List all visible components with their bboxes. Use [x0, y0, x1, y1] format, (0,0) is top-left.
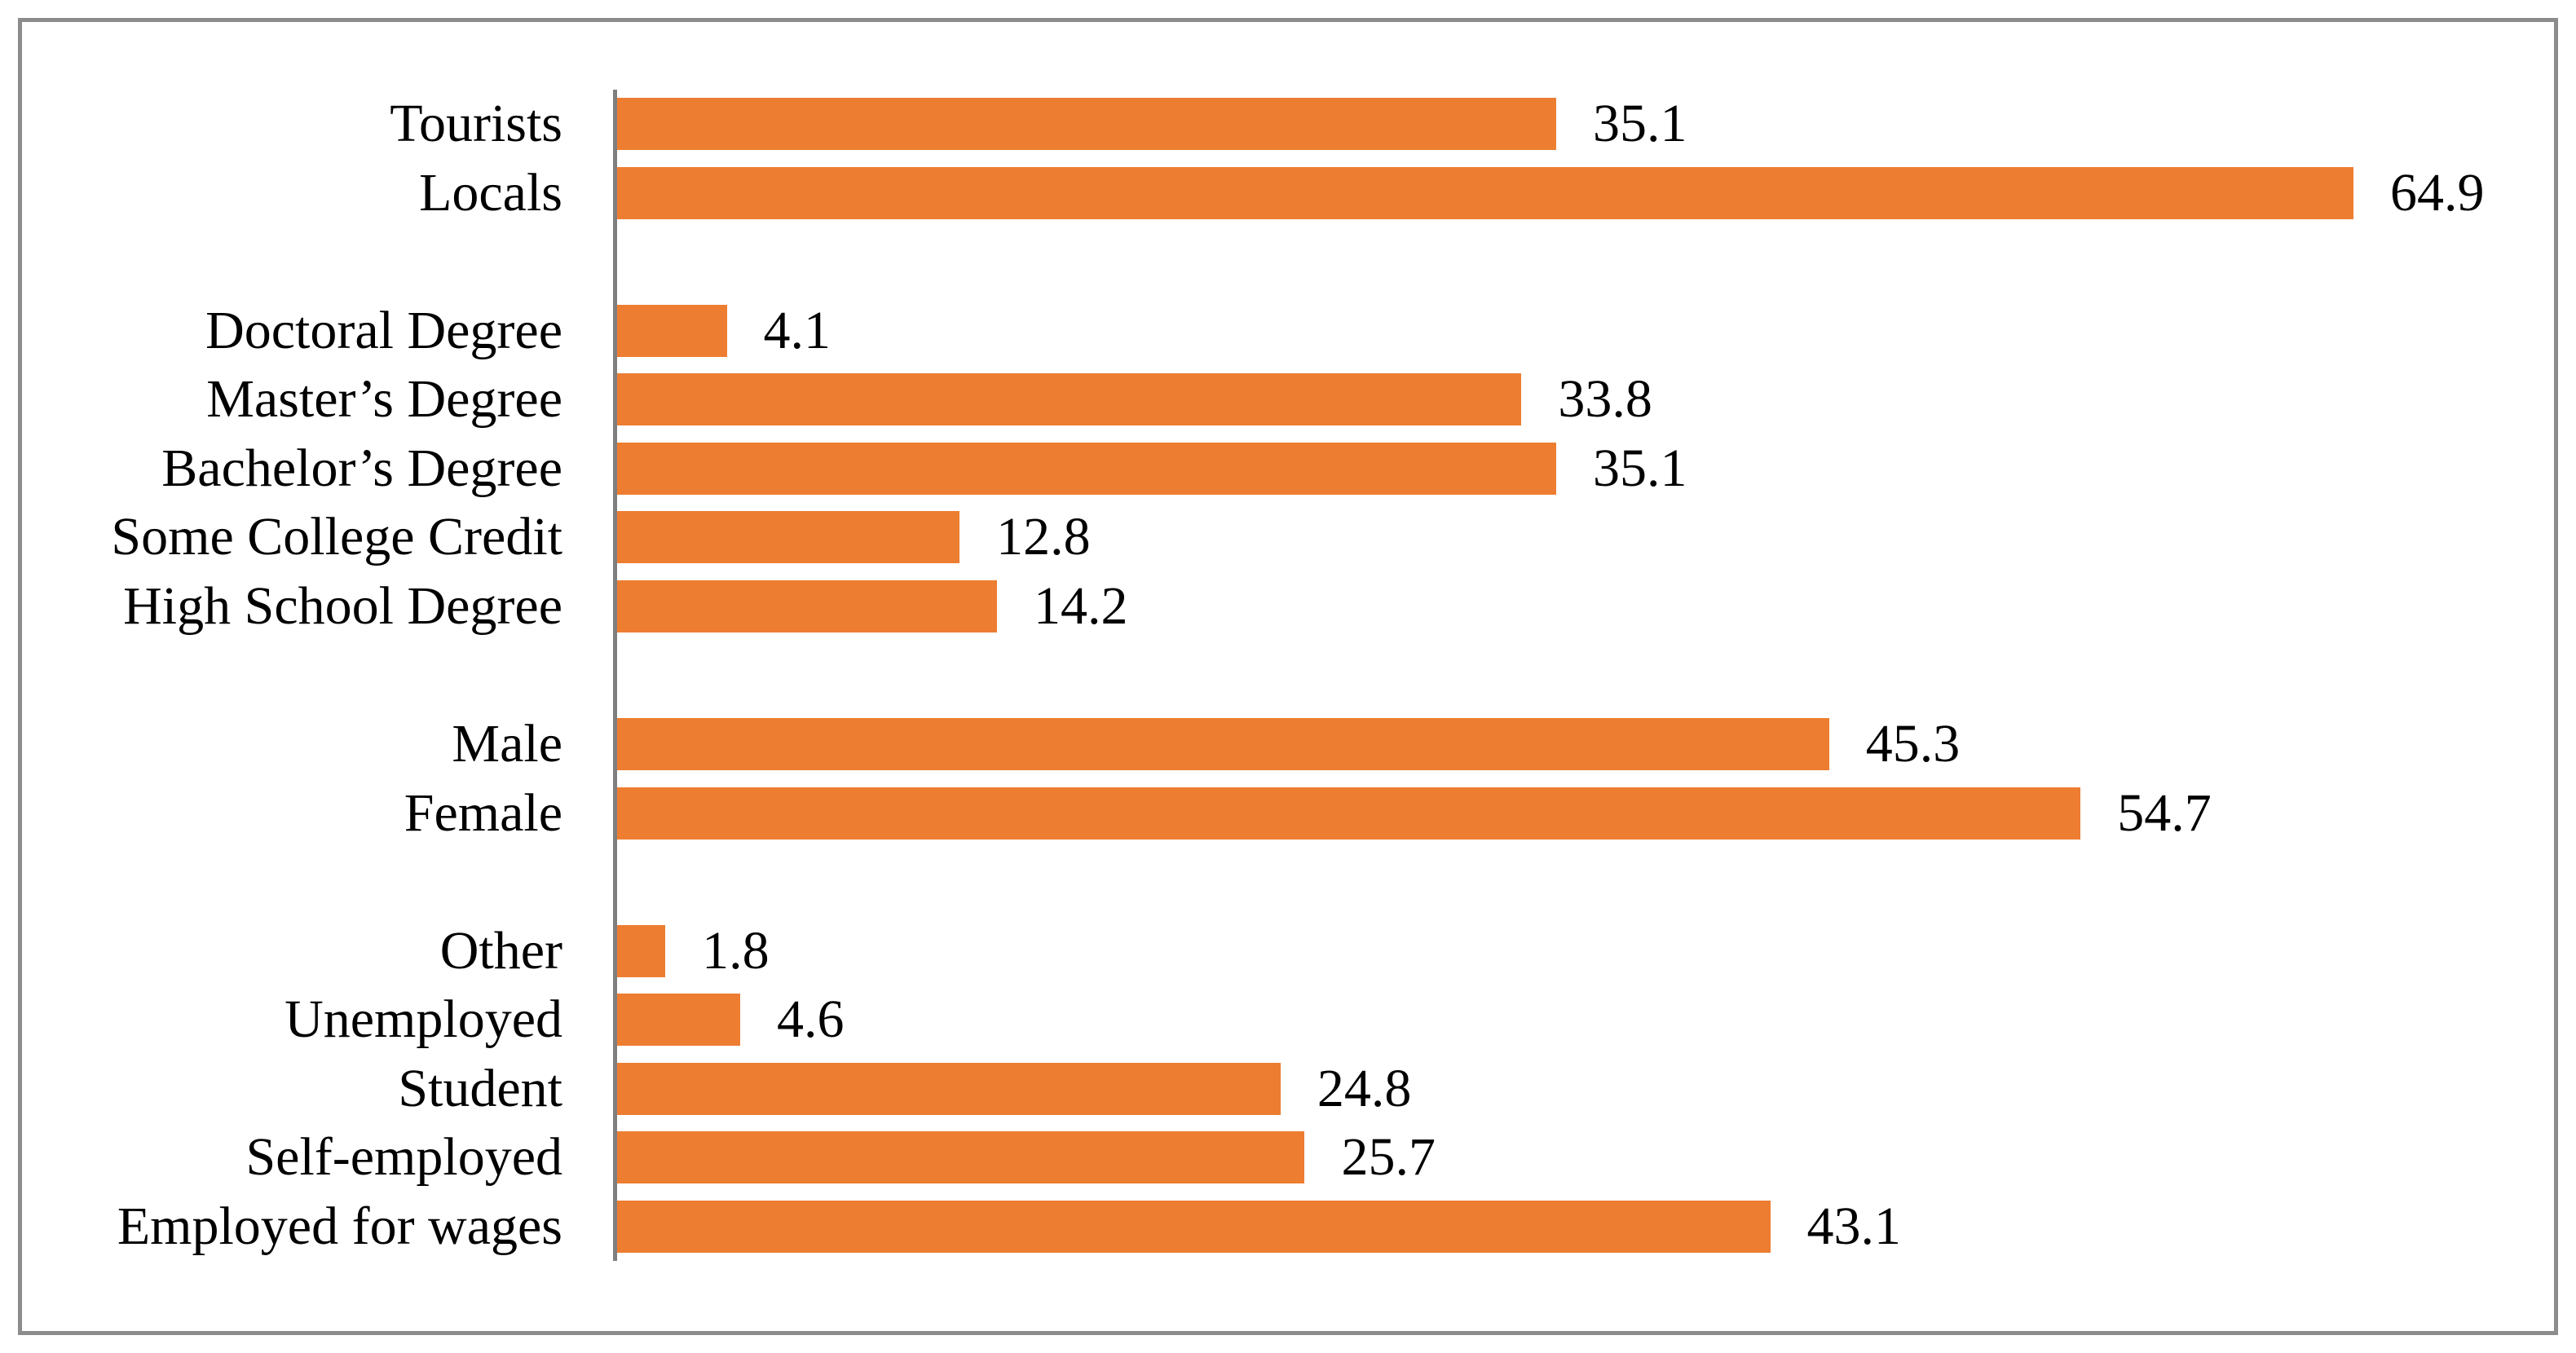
value-label: 35.1 — [1592, 94, 1687, 154]
category-label: Master’s Degree — [206, 369, 562, 430]
bar-area: 64.9 — [617, 159, 2554, 228]
bar — [617, 304, 727, 357]
figure-frame: Tourists 35.1 Locals 64.9 Doctoral Degree 4.1… — [18, 18, 2558, 1335]
chart-row: Female 54.7 — [22, 778, 2554, 848]
bar-area: 45.3 — [617, 710, 2554, 779]
value-label: 25.7 — [1341, 1127, 1436, 1188]
category-label: Self-employed — [245, 1127, 562, 1188]
bar-area: 4.6 — [617, 985, 2554, 1055]
category-label: Bachelor’s Degree — [161, 438, 562, 498]
category-label: Female — [404, 782, 562, 843]
chart-row: Self-employed 25.7 — [22, 1123, 2554, 1192]
value-label: 64.9 — [2390, 162, 2485, 223]
chart-row: High School Degree 14.2 — [22, 572, 2554, 641]
category-label: Tourists — [390, 94, 562, 154]
bar-area: 54.7 — [617, 778, 2554, 848]
spacer-row — [22, 227, 2554, 297]
chart-row: Other 1.8 — [22, 916, 2554, 985]
bar-area: 35.1 — [617, 434, 2554, 504]
category-label: Other — [439, 920, 562, 981]
chart-row: Locals 64.9 — [22, 159, 2554, 228]
value-label: 14.2 — [1034, 575, 1128, 636]
bar-area: 14.2 — [617, 572, 2554, 641]
bar-area — [617, 641, 2554, 710]
bar-area: 25.7 — [617, 1123, 2554, 1192]
bar — [617, 787, 2081, 840]
bar-area: 24.8 — [617, 1054, 2554, 1123]
value-label: 54.7 — [2117, 782, 2212, 843]
chart-row: Unemployed 4.6 — [22, 985, 2554, 1055]
bar-area — [617, 848, 2554, 917]
chart-row: Employed for wages 43.1 — [22, 1192, 2554, 1262]
value-label: 35.1 — [1592, 438, 1687, 498]
category-label: Locals — [419, 162, 562, 223]
bar-chart: Tourists 35.1 Locals 64.9 Doctoral Degree 4.1… — [22, 22, 2554, 1331]
chart-row: Doctoral Degree 4.1 — [22, 297, 2554, 366]
bar — [617, 1200, 1771, 1253]
chart-row: Male 45.3 — [22, 710, 2554, 779]
chart-row: Some College Credit 12.8 — [22, 503, 2554, 572]
bar — [617, 580, 998, 632]
chart-row: Student 24.8 — [22, 1054, 2554, 1123]
bar-area: 35.1 — [617, 90, 2554, 159]
bar — [617, 718, 1829, 771]
value-label: 1.8 — [702, 920, 770, 981]
value-label: 45.3 — [1865, 714, 1961, 774]
bar — [617, 166, 2354, 219]
category-label: Some College Credit — [111, 507, 562, 567]
category-label: Student — [398, 1058, 562, 1118]
bar — [617, 373, 1522, 426]
spacer-row — [22, 848, 2554, 917]
bar — [617, 994, 740, 1047]
category-label: Unemployed — [285, 989, 562, 1050]
chart-row: Master’s Degree 33.8 — [22, 365, 2554, 434]
category-label: Doctoral Degree — [205, 300, 562, 360]
bar-area: 4.1 — [617, 297, 2554, 366]
category-label: Male — [452, 714, 562, 774]
bar — [617, 1131, 1305, 1184]
bar — [617, 98, 1556, 151]
bar-area: 43.1 — [617, 1192, 2554, 1262]
value-label: 4.6 — [776, 989, 845, 1050]
chart-row: Bachelor’s Degree 35.1 — [22, 434, 2554, 504]
value-label: 33.8 — [1558, 369, 1652, 430]
category-axis-line — [613, 90, 617, 1261]
bar — [617, 511, 960, 564]
value-label: 24.8 — [1317, 1058, 1412, 1118]
bar — [617, 924, 666, 977]
spacer-row — [22, 641, 2554, 710]
chart-row: Tourists 35.1 — [22, 90, 2554, 159]
bar-area: 1.8 — [617, 916, 2554, 985]
value-label: 12.8 — [996, 507, 1091, 567]
bar-area: 33.8 — [617, 365, 2554, 434]
bar — [617, 442, 1556, 495]
value-label: 43.1 — [1806, 1196, 1902, 1256]
category-label: Employed for wages — [117, 1196, 562, 1256]
category-label: High School Degree — [123, 575, 562, 636]
bar-area — [617, 227, 2554, 297]
bar — [617, 1062, 1281, 1115]
chart-rows: Tourists 35.1 Locals 64.9 Doctoral Degree 4.1… — [22, 90, 2554, 1261]
value-label: 4.1 — [763, 300, 831, 360]
bar-area: 12.8 — [617, 503, 2554, 572]
